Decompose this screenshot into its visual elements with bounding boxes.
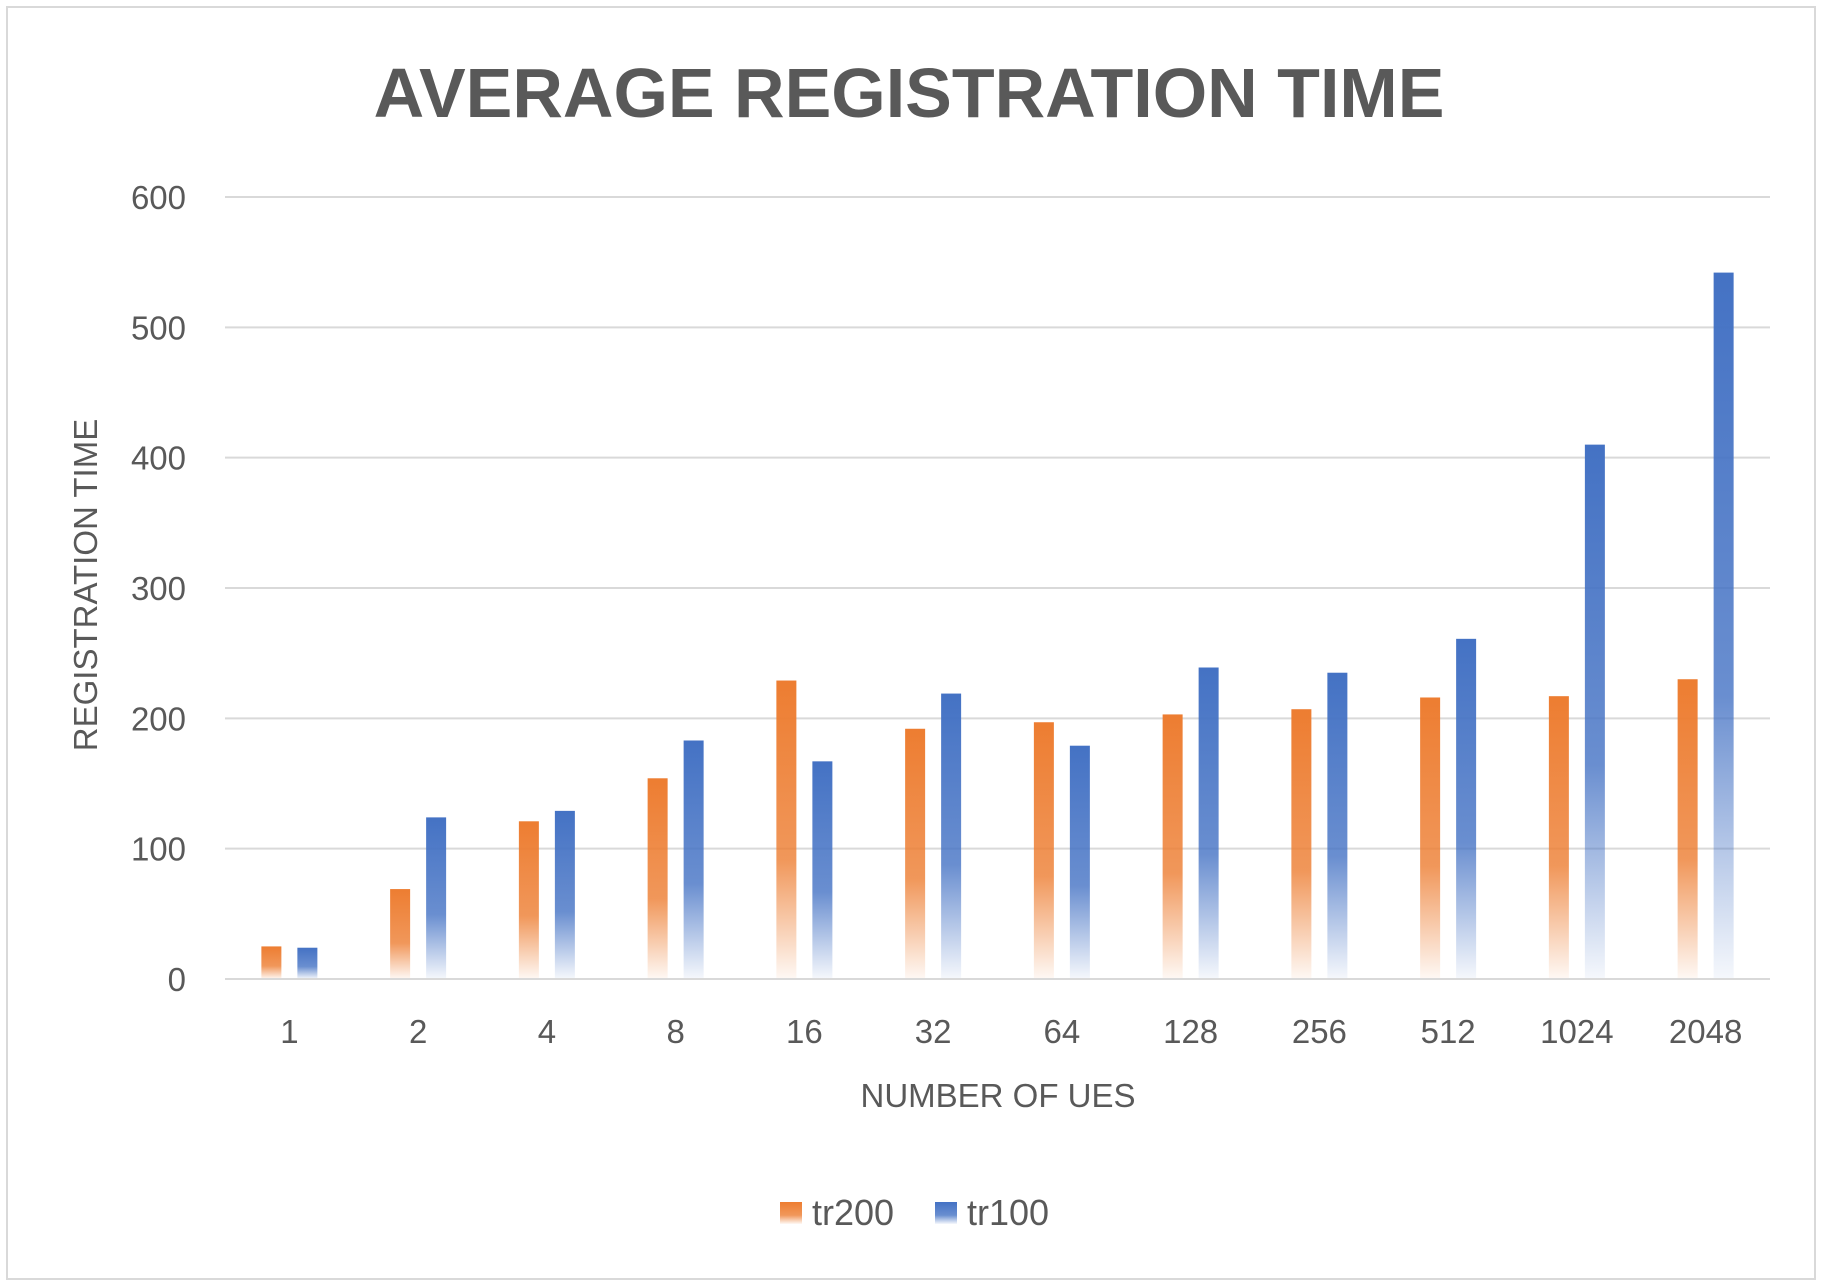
legend-swatch-tr100: [935, 1202, 957, 1224]
x-tick-label: 1024: [1540, 1013, 1613, 1050]
bar-tr100-2: [426, 817, 447, 979]
x-tick-label: 8: [666, 1013, 684, 1050]
legend-label-tr100: tr100: [967, 1192, 1049, 1233]
x-tick-label: 64: [1044, 1013, 1081, 1050]
y-tick-label: 100: [131, 831, 186, 868]
x-tick-label: 128: [1163, 1013, 1218, 1050]
bar-tr200-2: [390, 889, 411, 979]
bar-tr100-64: [1069, 745, 1090, 979]
bar-tr200-1: [261, 946, 282, 979]
bar-tr200-512: [1420, 697, 1441, 979]
bars: [261, 272, 1734, 980]
chart-frame: [6, 6, 1816, 1280]
bar-tr100-2048: [1713, 272, 1734, 979]
bar-tr200-32: [905, 728, 926, 979]
y-axis-ticks: 0 100 200 300 400 500 600: [131, 179, 186, 998]
bar-tr100-16: [812, 761, 833, 979]
y-tick-label: 400: [131, 440, 186, 477]
chart-title: AVERAGE REGISTRATION TIME: [374, 54, 1445, 132]
y-tick-label: 0: [168, 961, 186, 998]
y-tick-label: 200: [131, 700, 186, 737]
x-axis-ticks: 1 2 4 8 16 32 64 128 256 512 1024 2048: [280, 1013, 1742, 1050]
bar-tr100-1024: [1584, 444, 1605, 980]
bar-tr200-2048: [1677, 679, 1698, 979]
x-tick-label: 512: [1421, 1013, 1476, 1050]
bar-tr200-4: [518, 821, 539, 979]
x-tick-label: 2: [409, 1013, 427, 1050]
y-axis-title: REGISTRATION TIME: [67, 419, 104, 751]
x-tick-label: 256: [1292, 1013, 1347, 1050]
bar-tr200-256: [1291, 709, 1312, 979]
bar-tr100-256: [1327, 672, 1348, 979]
x-tick-label: 2048: [1669, 1013, 1742, 1050]
bar-tr100-128: [1198, 667, 1219, 979]
bar-tr100-4: [554, 810, 575, 979]
y-tick-label: 500: [131, 309, 186, 346]
bar-tr200-8: [647, 778, 668, 979]
legend-swatch-tr200: [780, 1202, 802, 1224]
bar-tr200-64: [1033, 722, 1054, 979]
y-tick-label: 300: [131, 570, 186, 607]
x-tick-label: 32: [915, 1013, 952, 1050]
bar-tr100-8: [683, 740, 704, 979]
legend: tr200 tr100: [780, 1192, 1049, 1233]
x-tick-label: 4: [538, 1013, 556, 1050]
bar-tr200-1024: [1548, 696, 1569, 979]
bar-tr100-32: [941, 693, 962, 979]
x-axis-title: NUMBER OF UES: [860, 1077, 1135, 1114]
gridlines: [225, 196, 1770, 850]
bar-tr200-16: [776, 680, 797, 979]
x-tick-label: 16: [786, 1013, 823, 1050]
bar-tr100-512: [1456, 638, 1477, 979]
x-tick-label: 1: [280, 1013, 298, 1050]
legend-label-tr200: tr200: [812, 1192, 894, 1233]
bar-tr200-128: [1162, 714, 1183, 979]
y-tick-label: 600: [131, 179, 186, 216]
bar-tr100-1: [297, 947, 318, 979]
